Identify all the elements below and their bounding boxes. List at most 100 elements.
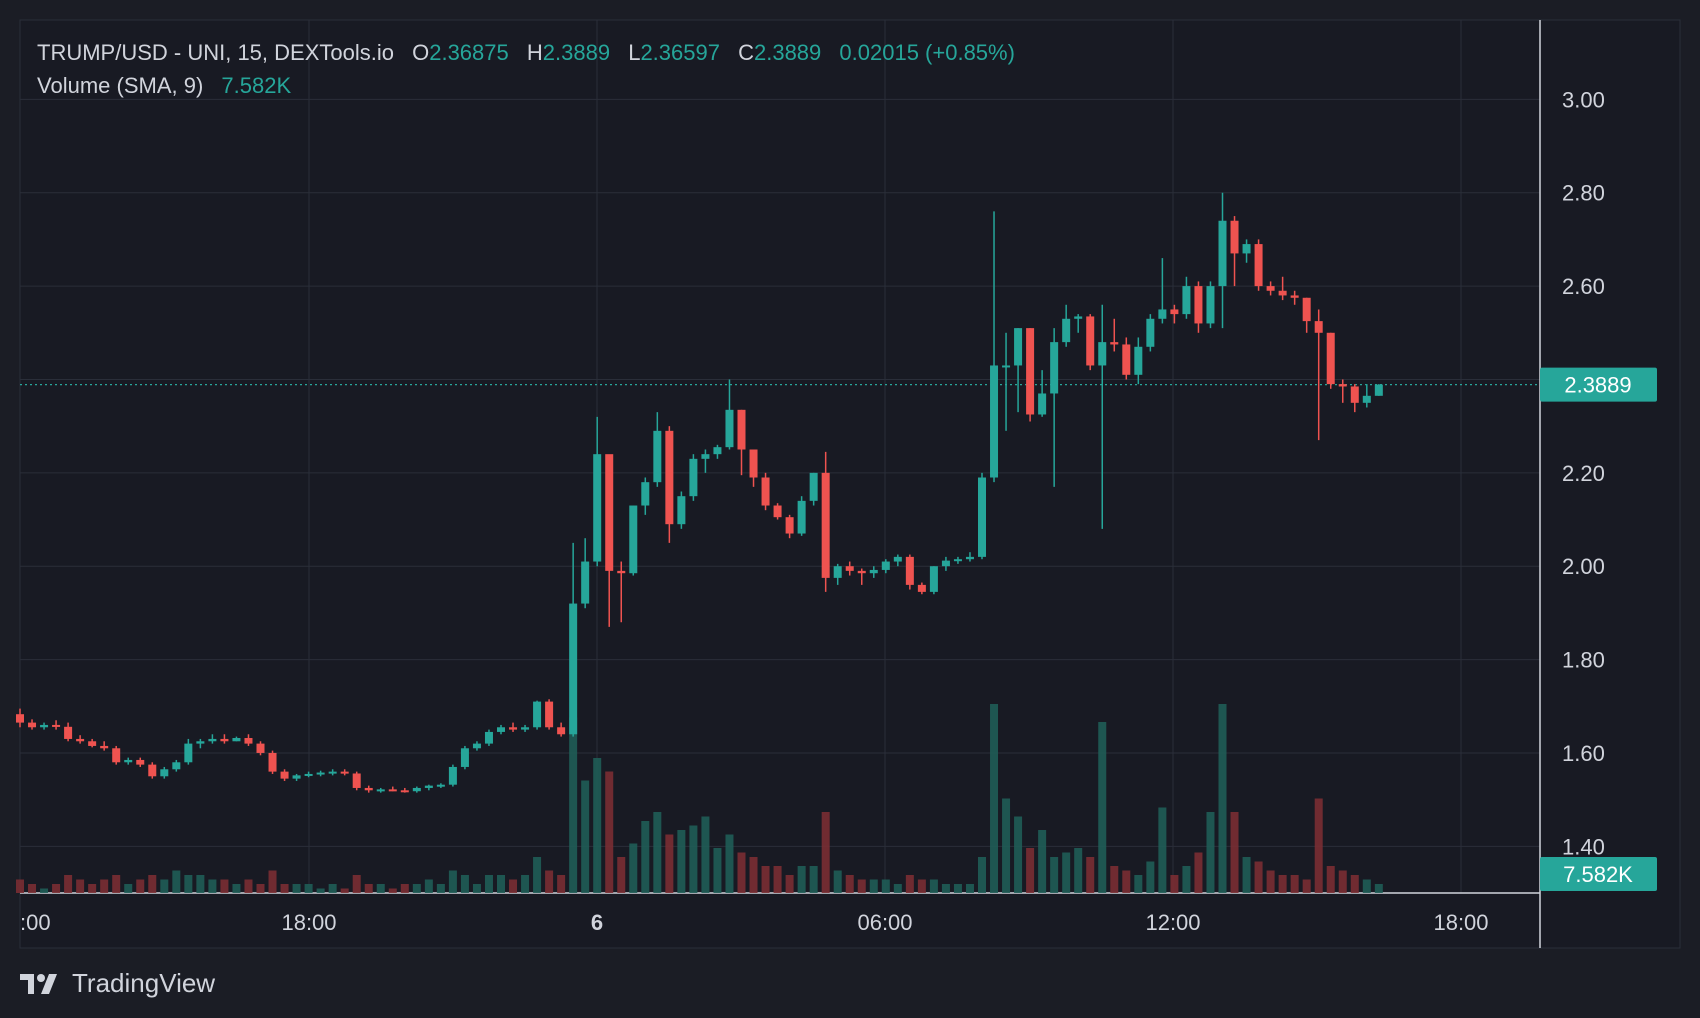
volume-bar <box>112 875 121 893</box>
candle-down <box>148 764 157 777</box>
candle-up <box>412 787 421 792</box>
candle-up <box>1146 318 1155 347</box>
volume-bar <box>1074 848 1083 893</box>
volume-bar <box>1122 870 1131 893</box>
volume-bar <box>52 884 61 893</box>
volume-bar <box>196 875 205 893</box>
candle-down <box>761 477 770 506</box>
volume-bar <box>256 884 265 893</box>
volume-bar <box>821 812 830 893</box>
volume-bar <box>713 848 722 893</box>
volume-bar <box>557 875 566 893</box>
volume-bar <box>136 879 145 893</box>
candle-up <box>40 724 49 728</box>
candle-down <box>1290 295 1299 298</box>
volume-bar <box>605 771 614 893</box>
candle-down <box>280 771 289 779</box>
candle-up <box>424 785 433 788</box>
volume-bar <box>1278 875 1287 893</box>
candle-up <box>1374 384 1383 396</box>
volume-bar <box>1086 857 1095 893</box>
volume-bar <box>1050 857 1059 893</box>
volume-bar <box>545 870 554 893</box>
legend-close-label: C <box>738 40 754 65</box>
candle-down <box>1110 342 1119 345</box>
candle-down <box>88 741 97 746</box>
y-tick-label: 1.80 <box>1562 648 1605 673</box>
volume-bar <box>701 816 710 893</box>
candle-up <box>1182 286 1191 315</box>
volume-bar <box>617 857 626 893</box>
volume-bar <box>1290 875 1299 893</box>
volume-bar <box>533 857 542 893</box>
candle-down <box>52 724 61 727</box>
volume-tag-label: 7.582K <box>1563 862 1633 887</box>
volume-bar <box>376 884 385 893</box>
candle-up <box>124 759 133 763</box>
volume-bar <box>773 866 782 893</box>
volume-bar <box>1230 812 1239 893</box>
volume-bar <box>208 879 217 893</box>
candle-down <box>605 454 614 571</box>
candle-up <box>472 743 481 749</box>
volume-bar <box>653 812 662 893</box>
candle-up <box>1098 342 1107 366</box>
price-chart[interactable]: 3.002.802.602.402.202.001.801.601.40:001… <box>0 0 1700 960</box>
candle-down <box>100 745 109 749</box>
candle-down <box>1314 321 1323 333</box>
candle-up <box>521 727 530 730</box>
candle-up <box>641 482 650 506</box>
candle-down <box>64 726 73 739</box>
candle-up <box>809 472 818 501</box>
candle-up <box>941 560 950 567</box>
legend-change: 0.02015 (+0.85%) <box>839 40 1015 65</box>
volume-bar <box>689 825 698 893</box>
candle-down <box>737 409 746 450</box>
volume-bar <box>1062 852 1071 893</box>
volume-bar <box>641 821 650 893</box>
legend-volume-value: 7.582K <box>221 73 292 98</box>
x-tick-label: 18:00 <box>281 910 336 935</box>
legend-close: 2.3889 <box>753 40 822 65</box>
volume-bar <box>953 884 962 893</box>
x-tick-label: 12:00 <box>1145 910 1200 935</box>
y-tick-label: 3.00 <box>1562 87 1605 112</box>
candle-down <box>244 738 253 744</box>
legend-ohlc-row: TRUMP/USD - UNI, 15, DEXTools.io O2.3687… <box>37 36 1015 69</box>
y-tick-label: 2.80 <box>1562 181 1605 206</box>
candle-up <box>208 738 217 742</box>
candle-down <box>112 748 121 763</box>
candle-down <box>773 505 782 518</box>
candle-up <box>448 766 457 785</box>
tradingview-logo[interactable]: TradingView <box>20 968 215 999</box>
candle-down <box>340 771 349 774</box>
volume-bar <box>16 879 24 893</box>
volume-bar <box>749 857 758 893</box>
candle-up <box>1206 286 1215 324</box>
candle-down <box>1254 244 1263 287</box>
candle-down <box>16 714 24 723</box>
volume-bar <box>424 879 433 893</box>
legend-high: 2.3889 <box>542 40 611 65</box>
volume-bar <box>388 888 397 893</box>
volume-bar <box>364 884 373 893</box>
candle-up <box>593 454 602 562</box>
volume-bar <box>917 879 926 893</box>
x-tick-label: 6 <box>591 910 603 935</box>
volume-bar <box>509 879 518 893</box>
y-tick-label: 2.00 <box>1562 554 1605 579</box>
candle-up <box>990 365 999 478</box>
volume-bar <box>400 884 409 893</box>
volume-bar <box>1110 866 1119 893</box>
candle-up <box>1074 316 1083 319</box>
candle-up <box>833 566 842 578</box>
volume-bar <box>497 875 505 893</box>
y-tick-label: 1.40 <box>1562 834 1605 859</box>
volume-bar <box>412 884 421 893</box>
volume-bar <box>220 879 229 893</box>
volume-bar <box>64 875 73 893</box>
volume-bar <box>629 843 638 893</box>
y-tick-label: 1.60 <box>1562 741 1605 766</box>
candle-up <box>1362 395 1371 403</box>
